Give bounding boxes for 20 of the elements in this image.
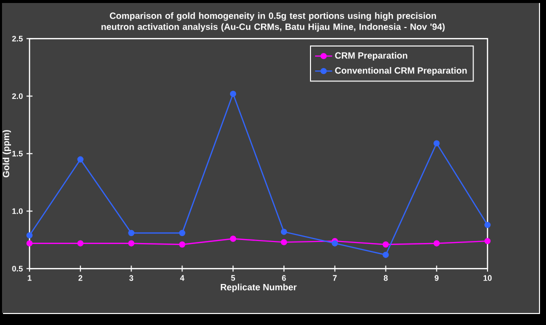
y-tick-label: 1.0 <box>12 208 23 214</box>
chart-title: Comparison of gold homogeneity in 0.5g test portions using high precision neutron activation analysis (Au-Cu CRMs, Batu Hijau Mine, Indonesia - Nov '94) <box>102 12 445 32</box>
x-tick-label: 9 <box>434 275 439 281</box>
y-tick-label: 2.0 <box>12 93 23 99</box>
x-tick-label: 10 <box>484 275 492 281</box>
x-tick-label: 8 <box>384 275 388 281</box>
y-tick-label: 2.5 <box>12 36 23 42</box>
x-axis-title: Replicate Number <box>220 284 297 292</box>
x-tick-label: 2 <box>78 275 82 281</box>
x-tick-label: 3 <box>129 275 134 281</box>
legend-label: CRM Preparation <box>335 52 408 60</box>
y-tick-label: 0.5 <box>12 266 23 272</box>
y-axis-title: Gold (ppm) <box>2 130 11 178</box>
x-tick-label: 1 <box>28 275 32 281</box>
x-tick-label: 6 <box>282 275 286 281</box>
x-tick-label: 4 <box>180 275 184 281</box>
x-tick-label: 7 <box>332 275 337 281</box>
y-tick-label: 1.5 <box>12 150 23 156</box>
x-tick-label: 5 <box>231 275 236 281</box>
legend-label: Conventional CRM Preparation <box>335 67 467 76</box>
